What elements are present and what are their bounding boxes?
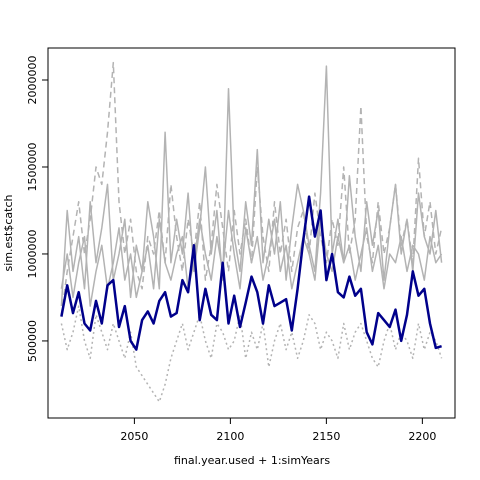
x-tick-label: 2050 (120, 430, 148, 443)
series-line (60, 305, 443, 403)
y-axis-label: sim.est$catch (2, 195, 15, 272)
series-line (60, 209, 443, 307)
series-line (60, 195, 442, 351)
x-tick-label: 2100 (216, 430, 244, 443)
plot-box (47, 47, 456, 419)
x-tick-label: 2200 (408, 430, 436, 443)
y-tick-label: 1000000 (26, 229, 39, 278)
x-tick-label: 2150 (312, 430, 340, 443)
y-tick-label: 2000000 (26, 56, 39, 105)
y-tick-label: 500000 (26, 320, 39, 362)
y-tick-label: 1500000 (26, 142, 39, 191)
series-line (60, 65, 443, 307)
x-axis-label: final.year.used + 1:simYears (174, 454, 330, 467)
